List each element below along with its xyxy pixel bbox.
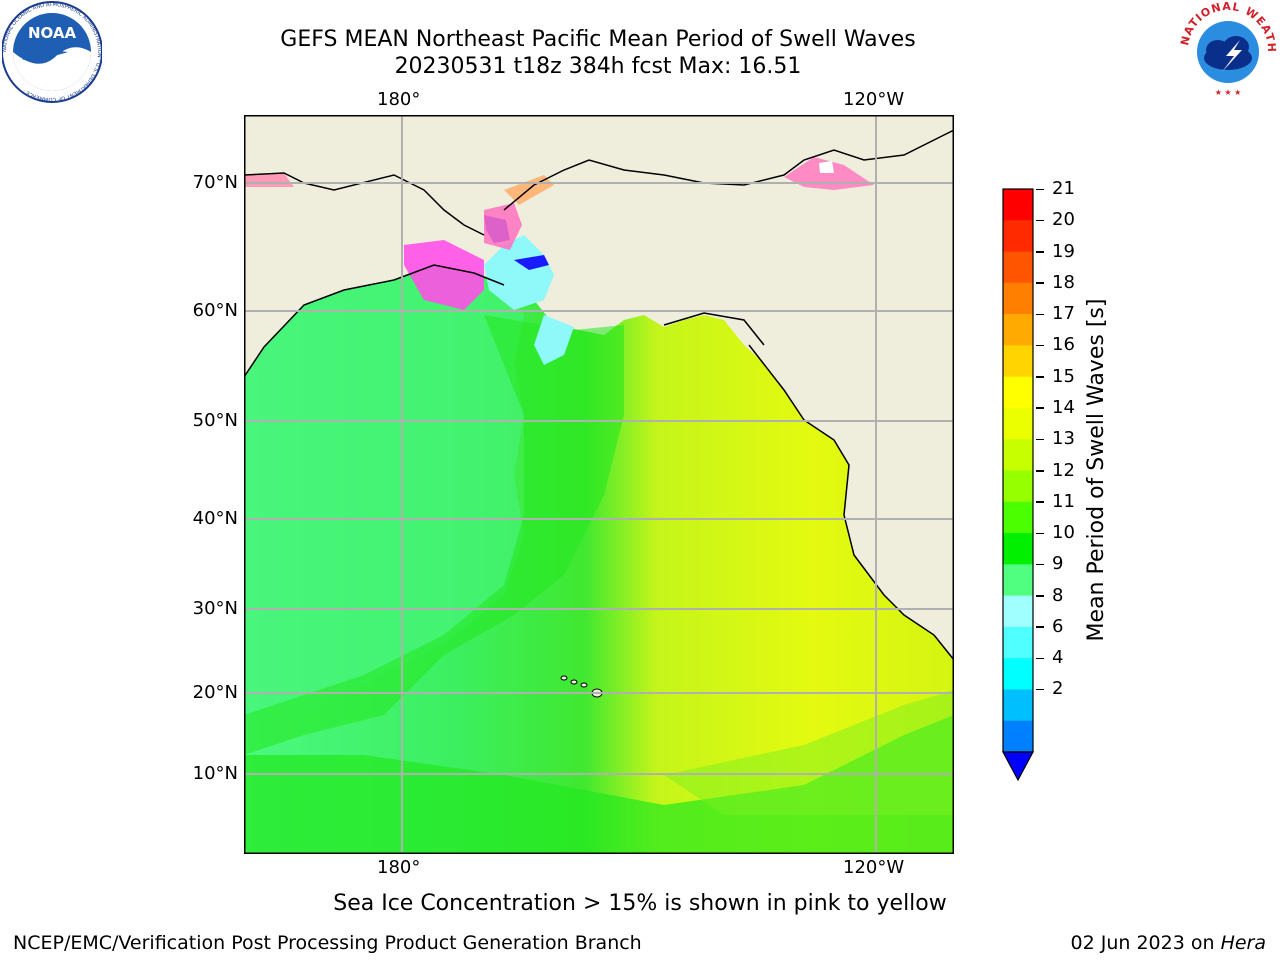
lat-label-20n: 20°N: [192, 682, 238, 703]
sea-ice-chukchi: [484, 203, 522, 250]
colorbar-tick-label: 18: [1052, 271, 1075, 293]
colorbar-tick-mark: [1036, 626, 1044, 628]
colorbar-segment: [1003, 439, 1033, 471]
colorbar-tick-label: 12: [1052, 459, 1075, 481]
bering-cyan-patch: [484, 235, 554, 310]
noaa-logo-icon: NATIONAL OCEANIC AND ATMOSPHERIC ADMINIS…: [2, 1, 102, 103]
nws-logo-icon: NATIONAL WEATHER SERVICE ★ ★ ★: [1178, 0, 1277, 99]
colorbar-tick-label: 11: [1052, 490, 1075, 512]
colorbar-tick-mark: [1036, 688, 1044, 691]
colorbar-tick-mark: [1036, 407, 1044, 409]
colorbar-segment: [1003, 533, 1033, 565]
colorbar-segment: [1003, 564, 1033, 597]
lat-label-60n: 60°N: [192, 300, 238, 321]
colorbar-segment: [1003, 720, 1033, 753]
colorbar-tick-label: 8: [1052, 584, 1064, 606]
colorbar-segment: [1003, 595, 1033, 628]
colorbar-tick-mark: [1036, 188, 1044, 190]
colorbar-tick-label: 4: [1052, 647, 1064, 669]
colorbar-segment: [1003, 345, 1033, 378]
colorbar-label: Mean Period of Swell Waves [s]: [1084, 298, 1109, 642]
colorbar-tick-mark: [1036, 532, 1044, 535]
colorbar-tick-mark: [1036, 501, 1044, 503]
colorbar-tick-label: 2: [1052, 678, 1064, 700]
noaa-logo-text: NOAA: [28, 24, 77, 42]
sea-ice-norton: [514, 255, 549, 270]
ocean-east-tropical: [664, 690, 954, 815]
colorbar-tick-mark: [1036, 376, 1044, 378]
graticule: [244, 115, 954, 854]
lat-label-70n: 70°N: [192, 172, 238, 193]
ocean-tropical-band: [244, 715, 954, 854]
colorbar-tick-label: 13: [1052, 428, 1075, 450]
map-subtitle: 20230531 t18z 384h fcst Max: 16.51: [394, 54, 802, 79]
lon-label-top-120w: 120°W: [843, 89, 905, 110]
lat-label-30n: 30°N: [192, 598, 238, 619]
colorbar-tick-mark: [1036, 438, 1044, 441]
colorbar-segment: [1003, 501, 1033, 534]
ocean-green-zone: [244, 265, 524, 715]
colorbar-tick-label: 19: [1052, 240, 1075, 262]
map-frame: [244, 115, 954, 854]
lat-label-10n: 10°N: [192, 763, 238, 784]
swell-period-map: [244, 115, 954, 854]
colorbar-tick-mark: [1036, 657, 1044, 660]
colorbar-tick-label: 16: [1052, 334, 1075, 356]
ocean-mid-band: [244, 315, 624, 755]
lat-label-50n: 50°N: [192, 410, 238, 431]
colorbar-segment: [1003, 689, 1033, 722]
lon-label-bottom-180: 180°: [377, 857, 421, 878]
colorbar-underflow-arrow: [1001, 751, 1035, 782]
footer-left: NCEP/EMC/Verification Post Processing Pr…: [13, 932, 642, 954]
colorbar-tick-label: 17: [1052, 303, 1075, 325]
colorbar-tick-label: 6: [1052, 615, 1064, 637]
footer-host: Hera: [1220, 932, 1266, 954]
lon-label-top-180: 180°: [377, 89, 421, 110]
lon-label-bottom-120w: 120°W: [843, 857, 905, 878]
colorbar-segment: [1003, 251, 1033, 284]
colorbar-segment: [1003, 314, 1033, 346]
colorbar-tick-label: 20: [1052, 209, 1075, 231]
colorbar-segment: [1003, 282, 1033, 315]
sea-ice-bering: [404, 240, 484, 310]
colorbar-tick-mark: [1036, 563, 1044, 566]
colorbar-segment: [1003, 626, 1033, 659]
colorbar-tick-mark: [1036, 313, 1044, 316]
colorbar-tick-mark: [1036, 251, 1044, 253]
colorbar-tick-label: 15: [1052, 365, 1075, 387]
bristol-cyan-patch: [534, 315, 574, 365]
footer-date: 02 Jun 2023 on: [1070, 932, 1221, 954]
sea-ice-beaufort: [784, 157, 874, 190]
colorbar: [1001, 188, 1035, 782]
colorbar-segment: [1003, 220, 1033, 253]
svg-text:★ ★ ★: ★ ★ ★: [1215, 88, 1242, 97]
colorbar-tick-mark: [1036, 470, 1044, 472]
colorbar-tick-mark: [1036, 344, 1044, 347]
colorbar-frame: [1002, 188, 1034, 753]
colorbar-segment: [1003, 376, 1033, 409]
sea-ice-note: Sea Ice Concentration > 15% is shown in …: [333, 891, 947, 916]
colorbar-segment: [1003, 189, 1033, 221]
colorbar-tick-mark: [1036, 595, 1044, 597]
colorbar-segment: [1003, 470, 1033, 503]
footer-right: 02 Jun 2023 on Hera: [1071, 932, 1266, 954]
colorbar-segment: [1003, 407, 1033, 440]
sea-ice-white: [819, 161, 834, 173]
colorbar-tick-mark: [1036, 282, 1044, 284]
coastlines: [244, 129, 954, 661]
colorbar-tick-label: 21: [1052, 178, 1075, 199]
colorbar-tick-label: 9: [1052, 553, 1064, 575]
colorbar-segment: [1003, 658, 1033, 690]
colorbar-tick-mark: [1036, 219, 1044, 222]
colorbar-tick-label: 14: [1052, 396, 1075, 418]
map-title: GEFS MEAN Northeast Pacific Mean Period …: [280, 27, 916, 52]
lat-label-40n: 40°N: [192, 508, 238, 529]
colorbar-tick-label: 10: [1052, 522, 1075, 544]
